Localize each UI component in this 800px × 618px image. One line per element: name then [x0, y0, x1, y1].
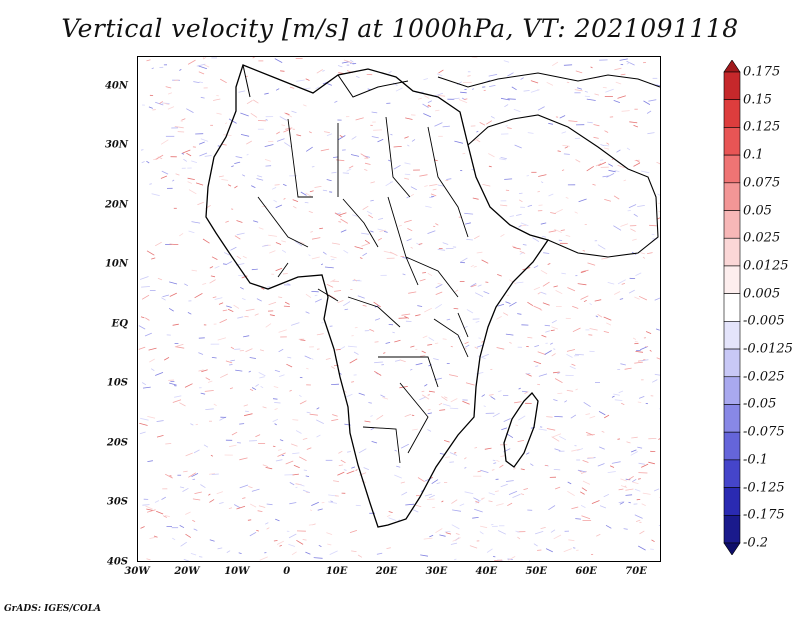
madagascar-coastline [503, 392, 539, 468]
lat-tick-label: 10S [106, 377, 128, 389]
colorbar-segment [723, 348, 741, 378]
lon-tick-label: 60E [575, 566, 597, 577]
lat-tick-label: 30S [106, 496, 128, 508]
lat-tick-label: 40S [106, 556, 128, 568]
colorbar-label: 0.075 [743, 175, 781, 191]
colorbar-segment [723, 265, 741, 294]
colorbar-segment [723, 404, 741, 433]
lat-tick-label: EQ [111, 318, 128, 330]
lat-tick-label: 20N [104, 199, 128, 211]
colorbar-label: -0.05 [743, 396, 777, 412]
colorbar-segment [723, 431, 741, 461]
colorbar-top-arrow [723, 59, 741, 73]
colorbar-segment [723, 99, 741, 128]
colorbar-segment [723, 376, 741, 405]
colorbar-segment [723, 71, 741, 101]
colorbar-label: 0.1 [743, 147, 764, 163]
colorbar-segment [723, 127, 741, 156]
colorbar-label: -0.2 [743, 535, 769, 551]
lat-tick-label: 20S [106, 437, 128, 449]
lat-tick-label: 10N [104, 258, 128, 270]
lon-tick-label: 20W [174, 566, 200, 577]
colorbar [722, 59, 742, 559]
colorbar-label: -0.175 [743, 507, 785, 523]
lon-tick-label: 20E [375, 566, 398, 577]
lon-tick-label: 50E [525, 566, 548, 577]
lon-tick-label: 30W [124, 566, 150, 577]
map-title: Vertical velocity [m/s] at 1000hPa, VT: … [61, 14, 739, 43]
map-plot-area [137, 56, 661, 562]
colorbar-segment [723, 237, 741, 267]
lon-tick-label: 40E [475, 566, 498, 577]
colorbar-segment [723, 293, 741, 322]
lon-tick-label: 70E [625, 566, 647, 577]
colorbar-label: -0.0125 [743, 341, 793, 357]
colorbar-segment [723, 321, 741, 350]
colorbar-segment [723, 210, 741, 239]
colorbar-label: 0.0125 [743, 258, 789, 274]
colorbar-segment [723, 514, 741, 544]
colorbar-segment [723, 487, 741, 516]
colorbar-label: 0.15 [743, 92, 772, 108]
colorbar-segment [723, 459, 741, 488]
arabia-coastline [467, 114, 659, 258]
lon-tick-label: 0 [283, 566, 291, 577]
africa-coastline [205, 64, 550, 528]
country-borders [257, 116, 469, 464]
mediterranean-coast [242, 64, 660, 98]
colorbar-label: -0.075 [743, 424, 785, 440]
colorbar-segment [723, 182, 741, 211]
colorbar-label: -0.025 [743, 369, 785, 385]
colorbar-segment [723, 154, 741, 184]
colorbar-bottom-arrow [723, 542, 741, 556]
grads-footer: GrADS: IGES/COLA [4, 604, 102, 614]
colorbar-label: -0.125 [743, 480, 785, 496]
colorbar-label: 0.025 [743, 230, 781, 246]
colorbar-label: 0.175 [743, 64, 781, 80]
velocity-field [138, 57, 660, 561]
colorbar-label: 0.005 [743, 286, 781, 302]
lat-tick-label: 30N [104, 139, 128, 151]
lat-tick-label: 40N [104, 80, 128, 92]
lon-tick-label: 30E [425, 566, 448, 577]
colorbar-label: 0.125 [743, 119, 781, 135]
colorbar-label: 0.05 [743, 203, 772, 219]
lon-tick-label: 10W [224, 566, 250, 577]
lon-tick-label: 10E [325, 566, 348, 577]
colorbar-label: -0.005 [743, 313, 785, 329]
colorbar-label: -0.1 [743, 452, 769, 468]
